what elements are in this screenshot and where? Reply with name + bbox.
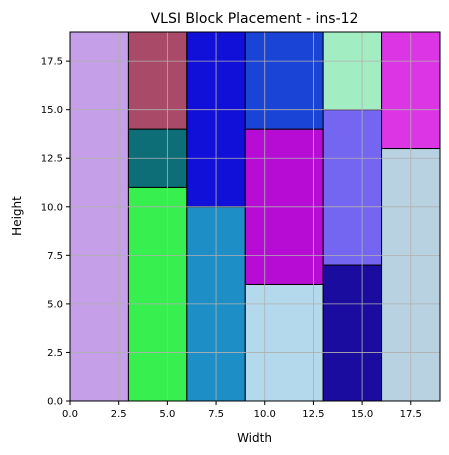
y-tick-label: 5.0 — [47, 299, 63, 310]
x-tick-label: 0.0 — [62, 409, 78, 420]
x-tick-label: 7.5 — [208, 409, 224, 420]
block-2 — [128, 187, 186, 401]
x-tick-label: 10.0 — [254, 409, 276, 420]
y-tick-label: 17.5 — [41, 57, 63, 68]
block-7 — [245, 284, 323, 401]
x-tick-label: 12.5 — [302, 409, 324, 420]
block-12 — [323, 32, 381, 110]
block-11 — [323, 110, 381, 265]
x-tick-label: 5.0 — [159, 409, 175, 420]
x-tick-label: 15.0 — [351, 409, 373, 420]
chart-title: VLSI Block Placement - ins-12 — [151, 11, 359, 27]
block-9 — [245, 32, 323, 129]
x-axis-title: Width — [237, 431, 272, 445]
y-tick-label: 0.0 — [47, 397, 63, 408]
y-tick-label: 7.5 — [47, 251, 63, 262]
x-tick-label: 17.5 — [400, 409, 422, 420]
y-tick-label: 10.0 — [41, 202, 63, 213]
y-tick-label: 15.0 — [41, 105, 63, 116]
block-4 — [128, 32, 186, 129]
block-10 — [323, 265, 381, 401]
block-1 — [70, 32, 128, 401]
plot-area — [70, 32, 440, 401]
y-tick-label: 12.5 — [41, 154, 63, 165]
y-axis-title: Height — [10, 196, 24, 236]
x-tick-label: 2.5 — [111, 409, 127, 420]
y-tick-label: 2.5 — [47, 348, 63, 359]
blocks-layer — [70, 32, 440, 401]
